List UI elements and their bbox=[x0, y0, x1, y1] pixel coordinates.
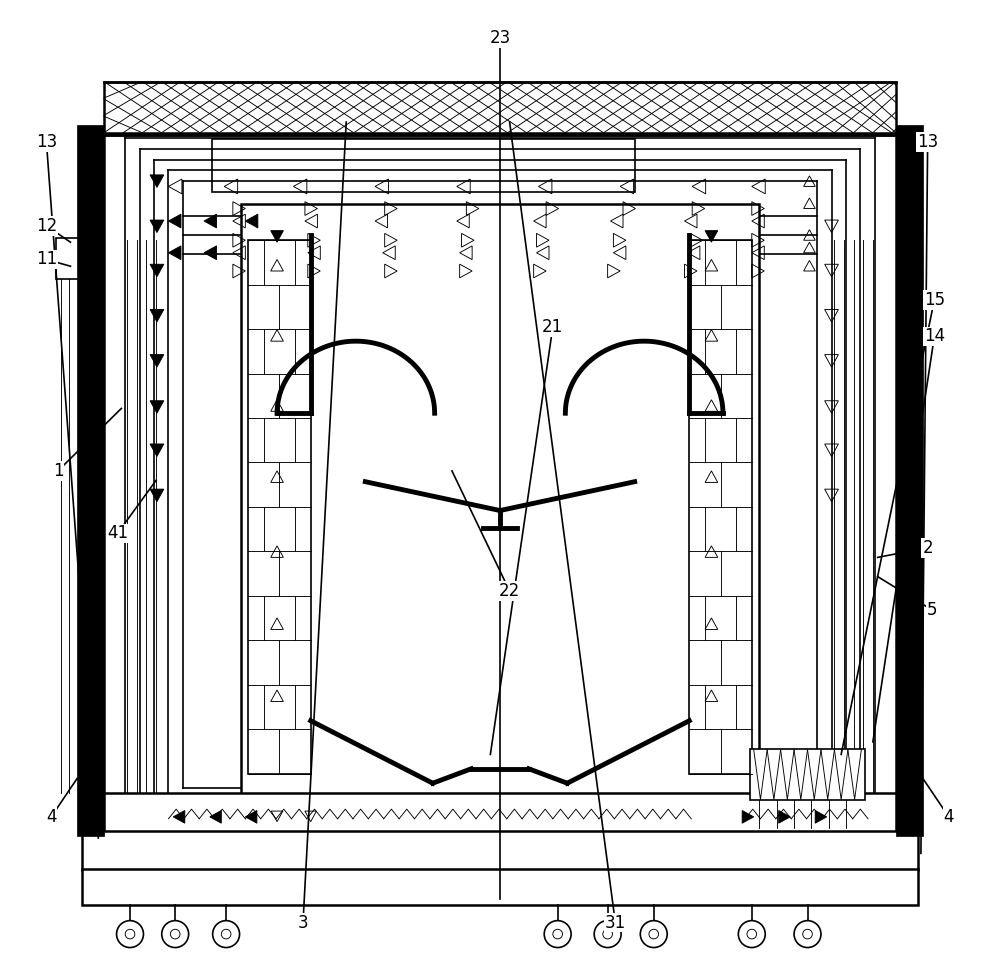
Circle shape bbox=[170, 929, 180, 939]
Text: 4: 4 bbox=[46, 808, 56, 825]
Polygon shape bbox=[245, 810, 257, 824]
Polygon shape bbox=[204, 246, 217, 259]
Polygon shape bbox=[150, 355, 164, 367]
Text: 4: 4 bbox=[944, 808, 954, 825]
Text: 41: 41 bbox=[107, 525, 128, 542]
Text: 15: 15 bbox=[924, 291, 945, 308]
Bar bbox=[896, 125, 923, 836]
Polygon shape bbox=[150, 309, 164, 322]
Bar bbox=[104, 82, 896, 133]
Polygon shape bbox=[210, 810, 221, 824]
Circle shape bbox=[738, 921, 765, 948]
Text: 14: 14 bbox=[924, 328, 945, 345]
Bar bbox=[82, 831, 918, 870]
Polygon shape bbox=[150, 401, 164, 413]
Bar bbox=[82, 869, 918, 905]
Circle shape bbox=[794, 921, 821, 948]
Circle shape bbox=[213, 921, 240, 948]
Bar bbox=[689, 240, 752, 774]
Polygon shape bbox=[150, 444, 164, 456]
Polygon shape bbox=[150, 220, 164, 233]
Circle shape bbox=[544, 921, 571, 948]
Polygon shape bbox=[705, 231, 718, 242]
Polygon shape bbox=[271, 231, 283, 242]
Bar bbox=[750, 749, 865, 800]
Circle shape bbox=[553, 929, 562, 939]
Polygon shape bbox=[779, 810, 790, 824]
Circle shape bbox=[747, 929, 757, 939]
Polygon shape bbox=[150, 489, 164, 502]
Polygon shape bbox=[815, 810, 827, 824]
Circle shape bbox=[603, 929, 612, 939]
Text: 5: 5 bbox=[927, 602, 938, 619]
Polygon shape bbox=[204, 214, 217, 228]
Text: 3: 3 bbox=[298, 914, 308, 931]
Circle shape bbox=[594, 921, 621, 948]
Text: 23: 23 bbox=[489, 30, 511, 47]
Circle shape bbox=[803, 929, 812, 939]
Text: 2: 2 bbox=[922, 539, 933, 556]
Text: 13: 13 bbox=[36, 134, 57, 151]
Text: 21: 21 bbox=[542, 318, 563, 335]
Circle shape bbox=[221, 929, 231, 939]
Bar bbox=[56, 238, 78, 279]
Polygon shape bbox=[168, 246, 181, 259]
Circle shape bbox=[162, 921, 189, 948]
Text: 22: 22 bbox=[499, 582, 520, 600]
Bar bbox=[248, 240, 311, 774]
Bar bbox=[212, 139, 635, 192]
Bar bbox=[77, 125, 104, 836]
Bar bbox=[104, 793, 896, 833]
Polygon shape bbox=[150, 264, 164, 277]
Polygon shape bbox=[742, 810, 754, 824]
Polygon shape bbox=[150, 175, 164, 187]
Text: 31: 31 bbox=[605, 914, 626, 931]
Text: 1: 1 bbox=[53, 462, 63, 480]
Circle shape bbox=[125, 929, 135, 939]
Polygon shape bbox=[245, 214, 258, 228]
Circle shape bbox=[117, 921, 143, 948]
Text: 11: 11 bbox=[36, 251, 57, 268]
Text: 13: 13 bbox=[917, 134, 938, 151]
Circle shape bbox=[649, 929, 659, 939]
Polygon shape bbox=[168, 214, 181, 228]
Bar bbox=[241, 204, 759, 800]
Text: 12: 12 bbox=[36, 217, 57, 234]
Circle shape bbox=[640, 921, 667, 948]
Polygon shape bbox=[173, 810, 185, 824]
Bar bbox=[104, 135, 896, 836]
